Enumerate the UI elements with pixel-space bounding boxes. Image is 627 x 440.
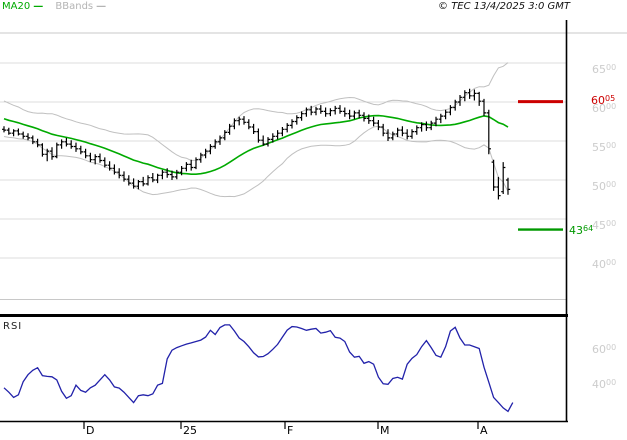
bollinger-upper-line: [3, 62, 509, 162]
x-axis-tick-label: M: [380, 424, 390, 437]
price-axis-label: 5500: [592, 141, 617, 154]
ma20-line-swatch: —: [33, 1, 43, 12]
copyright-text: © TEC 13/4/2025 3:0 GMT: [438, 1, 570, 12]
price-axis-label: 4500: [592, 218, 617, 232]
x-axis-tick-label: D: [86, 424, 95, 437]
x-axis-tick-label: 25: [183, 424, 197, 437]
ma20-line: [3, 114, 509, 175]
price-axis-label: 6500: [592, 63, 617, 77]
rsi-line: [3, 324, 514, 413]
x-axis-tick-label: F: [287, 424, 294, 437]
price-axis-label: 5000: [592, 179, 617, 193]
legend-bbands-label: BBands: [55, 1, 94, 12]
ohlc-bar-series: [2, 88, 511, 200]
resistance-price-label: 6005: [591, 93, 616, 107]
legend-ma20-label: MA20: [2, 1, 31, 12]
rsi-panel-title: RSI: [3, 321, 23, 332]
bbands-line-swatch: —: [96, 1, 106, 12]
price-axis-label: 4000: [592, 257, 617, 271]
rsi-axis-label: 4000: [592, 378, 617, 392]
rsi-axis-label: 6000: [592, 343, 617, 357]
x-axis-tick-label: A: [480, 424, 488, 437]
support-price-label: 4364: [569, 223, 594, 237]
price-axis-label: 6000: [592, 102, 617, 115]
indicator-legend: MA20— BBands —: [2, 1, 106, 13]
bollinger-lower-line: [3, 125, 509, 198]
